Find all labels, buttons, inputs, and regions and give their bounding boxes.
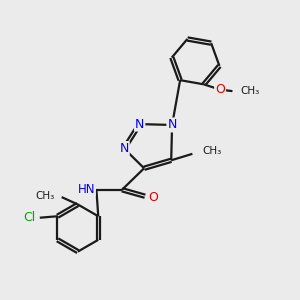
- Text: N: N: [135, 118, 144, 130]
- Text: N: N: [167, 118, 177, 131]
- Text: CH₃: CH₃: [35, 190, 54, 201]
- Text: O: O: [215, 83, 225, 96]
- Text: O: O: [148, 191, 158, 204]
- Text: N: N: [119, 142, 129, 155]
- Text: HN: HN: [77, 183, 95, 196]
- Text: CH₃: CH₃: [203, 146, 222, 156]
- Text: Cl: Cl: [23, 211, 35, 224]
- Text: CH₃: CH₃: [241, 86, 260, 96]
